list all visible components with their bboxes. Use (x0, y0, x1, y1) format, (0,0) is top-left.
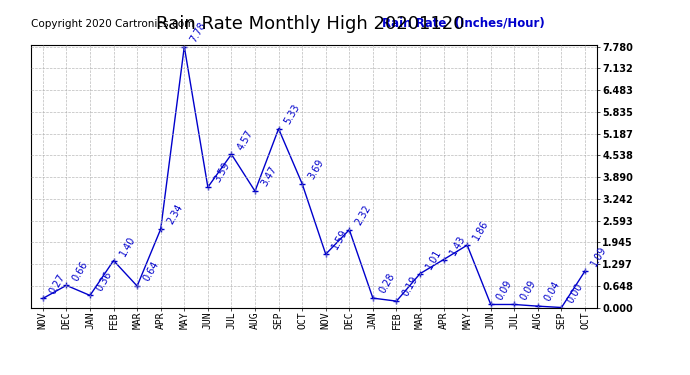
Text: 1.43: 1.43 (448, 233, 467, 257)
Text: 0.66: 0.66 (70, 259, 90, 283)
Text: 0.00: 0.00 (566, 281, 585, 305)
Text: Rain Rate  (Inches/Hour): Rain Rate (Inches/Hour) (382, 16, 544, 29)
Text: 2.32: 2.32 (353, 203, 373, 227)
Text: Copyright 2020 Cartronics.com: Copyright 2020 Cartronics.com (31, 19, 195, 29)
Text: 1.01: 1.01 (424, 248, 444, 271)
Text: 0.27: 0.27 (47, 272, 66, 296)
Text: Rain Rate Monthly High 20201120: Rain Rate Monthly High 20201120 (156, 15, 465, 33)
Text: 2.34: 2.34 (165, 202, 184, 226)
Text: 3.47: 3.47 (259, 165, 279, 188)
Text: 0.28: 0.28 (377, 272, 397, 296)
Text: 0.19: 0.19 (401, 275, 420, 298)
Text: 0.36: 0.36 (94, 269, 113, 292)
Text: 1.86: 1.86 (471, 219, 491, 242)
Text: 0.09: 0.09 (518, 278, 538, 302)
Text: 3.69: 3.69 (306, 158, 326, 181)
Text: 0.04: 0.04 (542, 280, 562, 303)
Text: 3.59: 3.59 (212, 161, 231, 184)
Text: 0.09: 0.09 (495, 278, 514, 302)
Text: 0.64: 0.64 (141, 260, 161, 283)
Text: 7.78: 7.78 (188, 20, 208, 44)
Text: 1.40: 1.40 (118, 234, 137, 258)
Text: 1.59: 1.59 (330, 228, 349, 251)
Text: 4.57: 4.57 (235, 128, 255, 152)
Text: 1.09: 1.09 (589, 244, 609, 268)
Text: 5.33: 5.33 (283, 102, 302, 126)
